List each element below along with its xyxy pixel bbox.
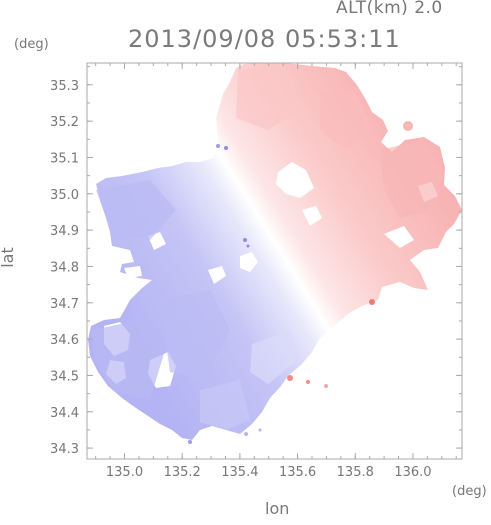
data-gap: [302, 206, 322, 226]
echo-speck: [246, 244, 250, 248]
echo-speck: [243, 238, 247, 242]
echo-speck: [324, 384, 328, 388]
x-tick-label: 135.8: [337, 465, 374, 480]
x-axis-label: lon: [265, 499, 290, 518]
shade-patch: [96, 180, 176, 240]
shade-patch: [200, 380, 250, 430]
y-tick-label: 35.0: [50, 188, 79, 203]
y-tick-label: 34.6: [50, 333, 79, 348]
shade-patch: [236, 64, 300, 130]
shade-patch: [320, 90, 372, 150]
y-tick-label: 35.1: [50, 151, 79, 166]
shade-patch: [160, 290, 230, 380]
y-axis-label: lat: [0, 247, 17, 268]
echo-speck: [242, 80, 246, 84]
timestamp-title: 2013/09/08 05:53:11: [128, 25, 401, 53]
y-tick-label: 34.7: [50, 297, 79, 312]
echo-speck: [436, 228, 444, 236]
x-tick-labels: 135.0 135.2 135.4 135.6 135.8 136.0: [106, 465, 432, 480]
y-tick-label: 34.9: [50, 224, 79, 239]
echo-speck: [369, 299, 375, 305]
echo-speck: [403, 121, 413, 131]
echo-speck: [258, 428, 262, 432]
echo-speck: [224, 146, 228, 150]
data-gap: [240, 252, 258, 272]
data-gap: [384, 226, 414, 248]
shade-patch: [92, 320, 168, 400]
data-gap: [276, 162, 314, 198]
x-tick-label: 136.0: [394, 465, 431, 480]
x-tick-label: 135.2: [164, 465, 201, 480]
y-axis-unit: (deg): [14, 37, 49, 52]
y-tick-labels: 34.3 34.4 34.5 34.6 34.7 34.8 34.9 35.0 35.1 35.2…: [50, 79, 79, 457]
data-gap: [208, 266, 226, 284]
axis-ticks: [87, 63, 462, 459]
y-tick-label: 34.8: [50, 260, 79, 275]
echo-speck: [306, 380, 310, 384]
echo-speck: [244, 432, 248, 436]
y-tick-label: 34.5: [50, 369, 79, 384]
speckle-marks: [188, 80, 444, 444]
x-tick-label: 135.0: [106, 465, 143, 480]
x-axis-unit: (deg): [452, 484, 487, 499]
y-tick-label: 34.4: [50, 406, 79, 421]
y-tick-label: 35.2: [50, 115, 79, 130]
echo-speck: [216, 144, 220, 148]
echo-speck: [287, 375, 293, 381]
echo-speck: [248, 90, 252, 94]
plot-frame: [86, 62, 463, 460]
echo-speck: [188, 440, 192, 444]
y-tick-label: 35.3: [50, 79, 79, 94]
x-tick-label: 135.4: [221, 465, 258, 480]
altitude-label: ALT(km) 2.0: [336, 0, 443, 18]
y-tick-label: 34.3: [50, 442, 79, 457]
shade-patch: [250, 330, 298, 384]
data-gap: [124, 266, 142, 278]
velocity-field: [88, 63, 462, 440]
shade-patch: [380, 140, 442, 218]
x-tick-label: 135.6: [279, 465, 316, 480]
